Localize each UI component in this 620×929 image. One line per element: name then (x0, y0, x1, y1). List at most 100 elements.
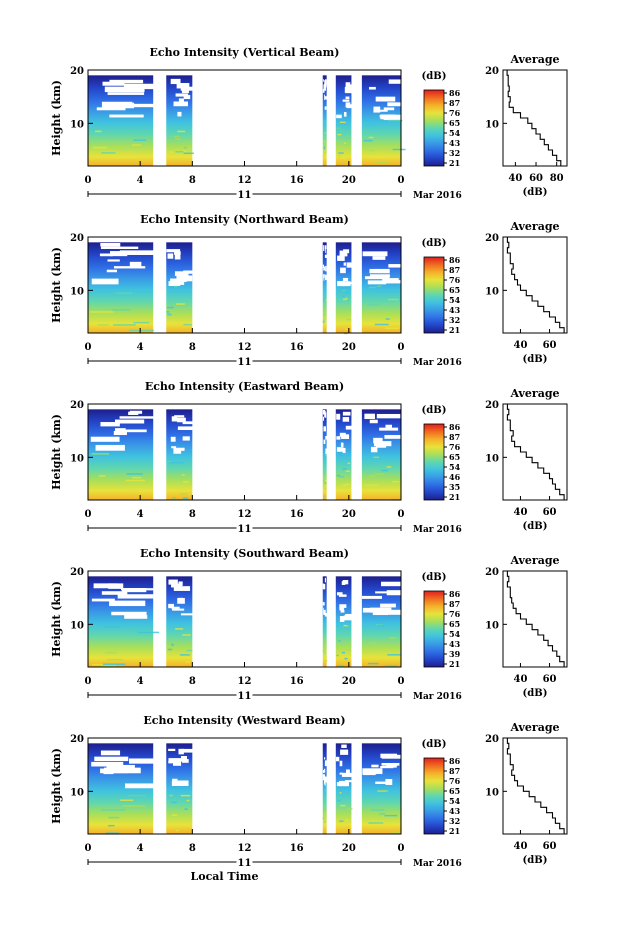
profile-title: Average (509, 387, 559, 400)
echo-streak (376, 285, 382, 288)
no-echo-gap (175, 93, 189, 97)
echo-streak (325, 789, 326, 791)
no-echo-gap (343, 615, 354, 621)
x-tick-label: 4 (137, 676, 144, 687)
no-echo-gap (372, 610, 389, 616)
beam-panel-2: Echo Intensity (Eastward Beam) 20 10 Height… (50, 380, 568, 535)
echo-streak (381, 469, 389, 472)
echo-streak (336, 654, 339, 657)
no-echo-gap (386, 590, 408, 596)
echo-streak (370, 642, 378, 645)
no-echo-gap (91, 278, 119, 285)
x-tick-label: 0 (85, 342, 92, 353)
no-echo-gap (108, 583, 124, 589)
echo-streak (347, 462, 351, 465)
echo-streak (174, 135, 180, 138)
echo-streak (344, 657, 348, 660)
echo-streak (176, 303, 185, 305)
date-label: 11 (238, 858, 252, 869)
profile-y-tick-label: 10 (485, 286, 499, 297)
echo-streak (323, 298, 325, 301)
echo-streak (172, 497, 177, 499)
no-echo-gap (119, 416, 159, 419)
echo-streak (100, 809, 126, 811)
no-echo-gap (94, 756, 129, 762)
echo-streak (323, 472, 325, 474)
echo-streak (180, 794, 191, 797)
no-echo-gap (340, 609, 345, 613)
date-label-bg (236, 188, 253, 200)
echo-streak (340, 804, 346, 807)
echo-streak (186, 649, 193, 652)
no-echo-gap (340, 442, 344, 447)
x-tick-label: 0 (398, 676, 405, 687)
no-echo-gap (103, 772, 114, 775)
echo-streak (94, 478, 103, 480)
echo-streak (104, 626, 122, 628)
echo-streak (177, 130, 186, 133)
colorbar-tick-label: 54 (449, 796, 461, 806)
no-echo-gap (168, 748, 176, 752)
y-tick-label: 20 (70, 734, 84, 745)
profile-title: Average (509, 554, 559, 567)
no-echo-gap (173, 760, 182, 766)
no-echo-gap (178, 748, 184, 755)
no-echo-gap (336, 114, 342, 119)
no-echo-gap (177, 426, 193, 431)
date-label: 11 (238, 357, 252, 368)
panel-title: Echo Intensity (Vertical Beam) (149, 46, 339, 59)
echo-streak (111, 309, 131, 311)
no-echo-gap (385, 779, 393, 785)
echo-streak (325, 807, 327, 810)
echo-streak (98, 475, 106, 477)
no-echo-gap (166, 249, 181, 253)
profile-y-tick-label: 20 (485, 567, 499, 578)
no-echo-gap (381, 754, 405, 759)
no-echo-gap (117, 594, 159, 599)
profile-x-label: (dB) (523, 521, 548, 532)
no-echo-gap (322, 602, 325, 606)
no-echo-gap (373, 106, 381, 113)
colorbar-tick-label: 76 (449, 108, 461, 118)
x-tick-label: 0 (398, 843, 405, 854)
no-echo-gap (173, 586, 191, 591)
no-echo-gap (176, 275, 193, 282)
echo-streak (89, 311, 114, 313)
echo-streak (179, 492, 188, 495)
no-echo-gap (101, 591, 128, 595)
no-echo-gap (346, 104, 356, 109)
colorbar-unit: (dB) (422, 739, 447, 750)
no-echo-gap (325, 96, 328, 100)
no-echo-gap (345, 102, 351, 108)
echo-streak (324, 640, 326, 642)
x-tick-label: 20 (342, 509, 356, 520)
colorbar-tick-label: 43 (449, 138, 461, 148)
date-label: 11 (238, 524, 252, 535)
echo-streak (101, 152, 116, 154)
no-echo-gap (91, 761, 124, 767)
no-echo-gap (370, 446, 378, 453)
no-echo-gap (340, 267, 346, 274)
echo-streak (388, 119, 403, 122)
no-echo-gap (341, 434, 350, 439)
no-echo-gap (100, 243, 121, 247)
profile-y-tick-label: 10 (485, 787, 499, 798)
profile-x-tick-label: 80 (550, 173, 564, 184)
no-echo-gap (323, 276, 325, 281)
no-echo-gap (124, 615, 148, 619)
no-echo-gap (325, 776, 328, 783)
no-echo-gap (178, 98, 184, 105)
echo-streak (384, 664, 398, 667)
x-tick-label: 4 (137, 509, 144, 520)
no-echo-gap (322, 774, 325, 781)
profile-line (505, 737, 565, 834)
no-echo-gap (171, 446, 177, 449)
echo-streak (342, 289, 346, 292)
x-tick-label: 20 (342, 676, 356, 687)
no-echo-gap (182, 421, 193, 425)
no-echo-gap (113, 266, 146, 269)
echo-streak (368, 286, 376, 289)
echo-streak (324, 638, 326, 640)
no-echo-gap (170, 78, 181, 85)
echo-streak (323, 479, 325, 482)
